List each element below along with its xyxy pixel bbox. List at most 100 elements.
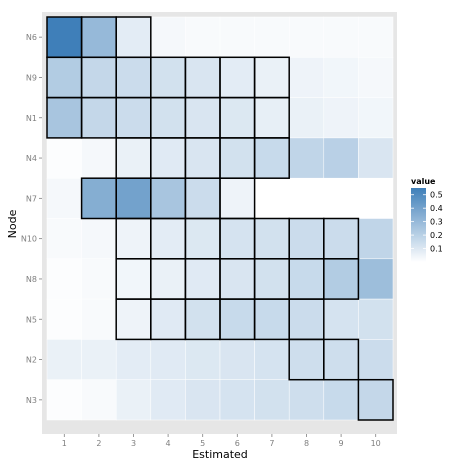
heat-cell [219, 97, 255, 139]
heat-cell [288, 16, 325, 58]
heat-cell [46, 339, 82, 380]
x-tick-label: 6 [235, 439, 240, 448]
heat-cell [81, 137, 117, 179]
heat-cell [323, 57, 359, 98]
heat-cell [115, 298, 152, 340]
heat-cell [323, 218, 359, 260]
heat-cell [185, 258, 221, 300]
heat-cell [219, 137, 255, 179]
heat-cell [358, 258, 394, 300]
heat-cell [288, 298, 325, 340]
heat-cell [185, 379, 221, 421]
heat-cell [323, 339, 359, 380]
legend-tick-label: 0.2 [430, 231, 443, 240]
heat-cell [254, 57, 290, 98]
x-tick-label: 8 [304, 439, 309, 448]
heat-cell [115, 16, 152, 58]
y-axis-ticks: N6 N9 N1 N4 N7 N10 N8 N5 N2 N3 [21, 33, 42, 405]
heat-cell [115, 379, 152, 421]
heat-cell [46, 16, 82, 58]
heat-cell [358, 177, 394, 219]
y-axis-title: Node [6, 209, 19, 238]
legend-tick-label: 0.4 [430, 204, 443, 213]
legend-tick-label: 0.1 [430, 245, 443, 254]
heat-cell [323, 379, 359, 421]
heat-cell [288, 379, 325, 421]
heat-cell [254, 258, 290, 300]
heat-cell [150, 137, 186, 179]
heat-cell [81, 379, 117, 421]
heat-cell [150, 218, 186, 260]
x-tick-label: 10 [371, 439, 381, 448]
x-tick-label: 9 [339, 439, 344, 448]
y-tick-label: N2 [26, 356, 37, 365]
legend-colorbar [411, 188, 426, 262]
heat-cell [323, 137, 359, 179]
x-axis-title: Estimated [192, 448, 248, 461]
x-tick-label: 2 [96, 439, 101, 448]
heat-cell [323, 16, 359, 58]
heat-cell [185, 339, 221, 380]
heat-cell [219, 218, 255, 260]
heat-cell [219, 379, 255, 421]
heat-cell [150, 339, 186, 380]
heat-cell [219, 57, 255, 98]
heat-cell [219, 298, 255, 340]
heat-cell [219, 16, 255, 58]
heat-cell [81, 258, 117, 300]
y-tick-label: N6 [26, 33, 37, 42]
heat-cell [185, 177, 221, 219]
heat-cell [219, 177, 255, 219]
heat-cell [81, 57, 117, 98]
heat-cell [81, 218, 117, 260]
y-tick-label: N3 [26, 396, 37, 405]
heat-cell [254, 137, 290, 179]
heat-cell [323, 97, 359, 139]
heat-cell [358, 137, 394, 179]
x-tick-label: 1 [62, 439, 67, 448]
x-tick-label: 7 [269, 439, 274, 448]
heat-cell [323, 177, 359, 219]
y-tick-label: N1 [26, 114, 37, 123]
x-tick-label: 5 [200, 439, 205, 448]
heat-cell [185, 97, 221, 139]
heat-cell [288, 177, 325, 219]
heat-cell [185, 298, 221, 340]
heat-cell [358, 339, 394, 380]
legend-title: value [411, 177, 436, 186]
heat-cell [254, 218, 290, 260]
heat-cell [115, 177, 152, 219]
y-tick-label: N5 [26, 315, 37, 324]
heat-cell [150, 177, 186, 219]
heat-cell [254, 177, 290, 219]
heat-cell [185, 218, 221, 260]
heat-cell [115, 137, 152, 179]
y-tick-label: N4 [26, 154, 37, 163]
outlined-cell [323, 338, 360, 381]
outlined-cell [323, 258, 360, 300]
heat-cell [150, 379, 186, 421]
heat-cell [219, 339, 255, 380]
heat-cell [115, 57, 152, 98]
heat-cell [46, 379, 82, 421]
y-tick-label: N10 [21, 235, 37, 244]
heat-cell [185, 137, 221, 179]
outlined-cell [253, 137, 290, 179]
heat-cell [46, 258, 82, 300]
heat-cell [81, 16, 117, 58]
highlight-outlines [46, 16, 394, 421]
heat-cell [288, 57, 325, 98]
heat-cell [185, 16, 221, 58]
heat-cell [323, 258, 359, 300]
heat-cell [81, 177, 117, 219]
heat-cell [81, 339, 117, 380]
heat-cell [46, 298, 82, 340]
x-tick-label: 3 [131, 439, 136, 448]
heat-cell [46, 218, 82, 260]
outlined-cell [357, 378, 394, 421]
legend-tick-label: 0.3 [430, 218, 443, 227]
heat-cell [358, 16, 394, 58]
heat-cell [46, 97, 82, 139]
heat-cell [288, 137, 325, 179]
